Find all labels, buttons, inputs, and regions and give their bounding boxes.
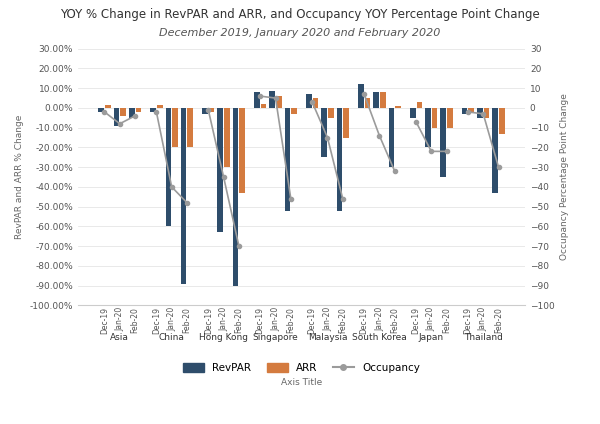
Bar	[276, 96, 281, 108]
Bar	[477, 108, 483, 118]
Bar	[172, 108, 178, 148]
Bar	[410, 108, 416, 118]
Bar	[166, 108, 171, 226]
Bar	[181, 108, 187, 284]
Bar	[284, 108, 290, 211]
Bar	[202, 108, 208, 114]
Bar	[365, 98, 370, 108]
Bar	[484, 108, 490, 118]
Bar	[254, 92, 260, 108]
Bar	[292, 108, 297, 114]
Bar	[380, 92, 386, 108]
Bar	[150, 108, 156, 112]
Bar	[313, 98, 319, 108]
Bar	[233, 108, 238, 285]
Bar	[306, 94, 311, 108]
Bar	[395, 106, 401, 108]
Bar	[120, 108, 126, 116]
Bar	[343, 108, 349, 137]
Bar	[261, 104, 266, 108]
Bar	[269, 91, 275, 108]
Bar	[239, 108, 245, 193]
Y-axis label: Occupancy Percentage Point Change: Occupancy Percentage Point Change	[560, 94, 569, 260]
Bar	[462, 108, 467, 114]
Bar	[322, 108, 327, 157]
Bar	[440, 108, 446, 177]
Bar	[98, 108, 104, 112]
Bar	[373, 92, 379, 108]
Bar	[129, 108, 134, 118]
Bar	[328, 108, 334, 118]
Bar	[224, 108, 230, 167]
Bar	[389, 108, 394, 167]
Bar	[337, 108, 342, 211]
Bar	[113, 108, 119, 126]
Legend: RevPAR, ARR, Occupancy: RevPAR, ARR, Occupancy	[179, 358, 424, 377]
Bar	[425, 108, 431, 148]
Bar	[358, 84, 364, 108]
Bar	[157, 105, 163, 108]
Bar	[493, 108, 498, 193]
X-axis label: Axis Title: Axis Title	[281, 378, 322, 387]
Bar	[447, 108, 453, 128]
Bar	[217, 108, 223, 232]
Text: YOY % Change in RevPAR and ARR, and Occupancy YOY Percentage Point Change: YOY % Change in RevPAR and ARR, and Occu…	[60, 8, 540, 22]
Y-axis label: RevPAR and ARR % Change: RevPAR and ARR % Change	[15, 115, 24, 239]
Bar	[187, 108, 193, 148]
Text: December 2019, January 2020 and February 2020: December 2019, January 2020 and February…	[160, 28, 440, 38]
Bar	[209, 108, 214, 112]
Bar	[469, 108, 474, 112]
Bar	[136, 108, 141, 112]
Bar	[105, 105, 110, 108]
Bar	[432, 108, 437, 128]
Bar	[416, 102, 422, 108]
Bar	[499, 108, 505, 134]
